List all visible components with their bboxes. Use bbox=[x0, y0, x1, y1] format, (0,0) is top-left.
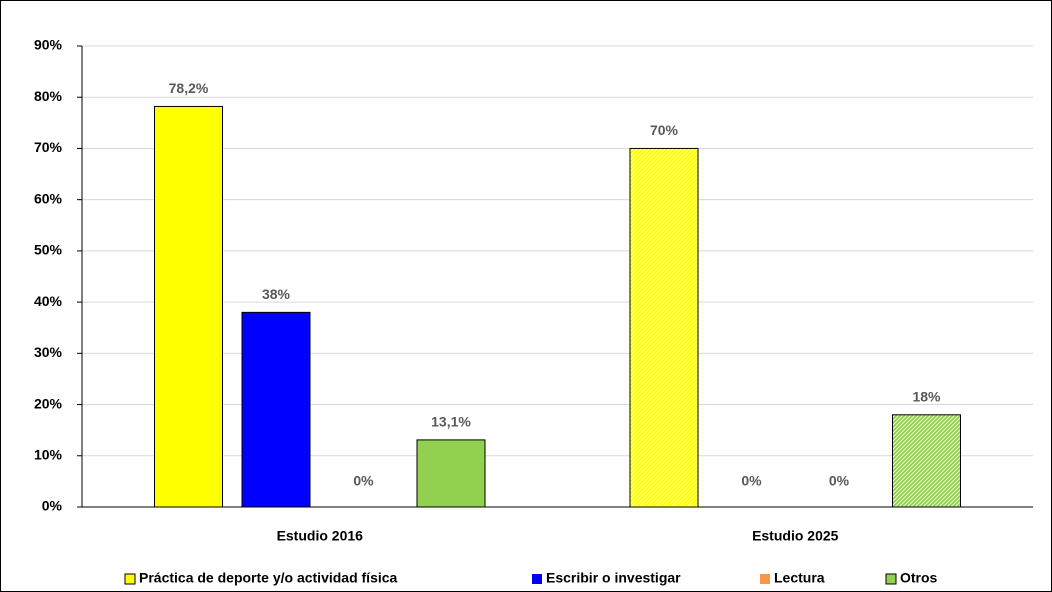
value-label: 0% bbox=[353, 473, 374, 489]
y-tick-label: 60% bbox=[34, 190, 63, 206]
value-label: 0% bbox=[741, 473, 762, 489]
legend-label: Práctica de deporte y/o actividad física bbox=[139, 570, 398, 586]
bar bbox=[629, 147, 699, 508]
bar bbox=[154, 105, 223, 508]
value-label: 38% bbox=[262, 286, 291, 302]
value-label: 70% bbox=[650, 122, 679, 138]
y-tick-label: 20% bbox=[34, 395, 63, 411]
y-tick-label: 50% bbox=[34, 242, 63, 258]
y-tick-label: 30% bbox=[34, 344, 63, 360]
bar bbox=[892, 414, 961, 508]
legend-swatch bbox=[532, 574, 542, 584]
legend-swatch bbox=[760, 574, 770, 584]
y-tick-label: 90% bbox=[34, 37, 63, 53]
legend-swatch bbox=[885, 573, 897, 585]
value-label: 13,1% bbox=[431, 414, 471, 430]
y-tick-label: 80% bbox=[34, 88, 63, 104]
x-tick-label: Estudio 2016 bbox=[277, 528, 364, 544]
y-tick-label: 0% bbox=[42, 498, 63, 514]
bar bbox=[416, 439, 486, 508]
legend-swatch bbox=[124, 573, 136, 585]
y-tick-label: 70% bbox=[34, 139, 63, 155]
y-tick-label: 40% bbox=[34, 293, 63, 309]
legend-label: Lectura bbox=[774, 570, 825, 586]
legend-label: Otros bbox=[900, 570, 938, 586]
value-label: 18% bbox=[912, 389, 941, 405]
value-label: 0% bbox=[829, 473, 850, 489]
legend-label: Escribir o investigar bbox=[546, 570, 681, 586]
x-tick-label: Estudio 2025 bbox=[752, 528, 839, 544]
value-label: 78,2% bbox=[169, 80, 209, 96]
bar bbox=[241, 311, 311, 508]
y-tick-label: 10% bbox=[34, 446, 63, 462]
